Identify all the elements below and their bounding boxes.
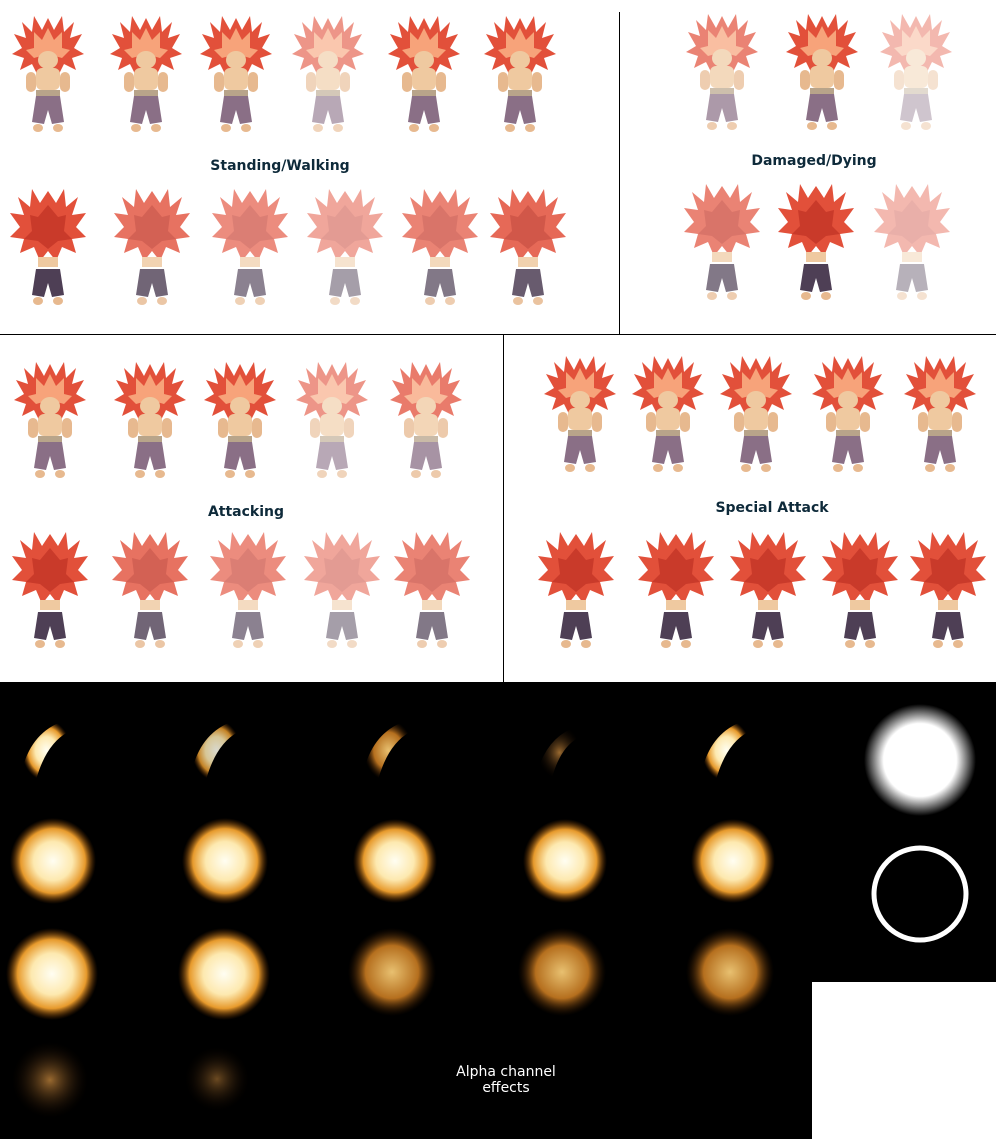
- white-ring: [871, 845, 969, 943]
- fire-slash-5: [702, 720, 751, 781]
- sprite-standing-front-3: [200, 16, 272, 132]
- fireball-row3-4: [518, 928, 606, 1016]
- fireball-row2-1: [10, 818, 96, 904]
- sprite-special-back-1: [538, 532, 614, 648]
- sprite-special-back-3: [730, 532, 806, 648]
- sprite-damaged-back-2: [778, 184, 854, 300]
- white-glow-disc: [864, 704, 976, 816]
- sprite-standing-back-4: [307, 189, 383, 305]
- sprite-standing-back-6: [490, 189, 566, 305]
- sprite-special-back-2: [638, 532, 714, 648]
- alpha-channel-label: Alpha channel effects: [416, 1064, 596, 1096]
- sprite-damaged-back-1: [684, 184, 760, 300]
- sprite-special-front-4: [812, 356, 884, 472]
- sprite-damaged-front-3: [880, 14, 952, 130]
- fireball-row2-2: [182, 818, 268, 904]
- sprite-attack-back-1: [12, 532, 88, 648]
- divider-mid: [0, 334, 996, 335]
- sprite-special-front-5: [904, 356, 976, 472]
- sprite-standing-front-2: [110, 16, 182, 132]
- fire-slash-3: [364, 720, 413, 781]
- fire-slash-2: [192, 720, 241, 781]
- sprite-damaged-front-1: [686, 14, 758, 130]
- fire-slash-4: [538, 726, 581, 779]
- sprite-special-front-3: [720, 356, 792, 472]
- sprite-standing-back-3: [212, 189, 288, 305]
- sprite-attack-front-2: [114, 362, 186, 478]
- sprite-special-back-5: [910, 532, 986, 648]
- sprite-damaged-back-3: [874, 184, 950, 300]
- fireball-row2-5: [691, 819, 775, 903]
- sprite-special-back-4: [822, 532, 898, 648]
- sprite-special-front-2: [632, 356, 704, 472]
- sprite-attack-front-4: [296, 362, 368, 478]
- fireball-row3-2: [178, 928, 270, 1020]
- alpha-effects-panel: [0, 682, 812, 1139]
- sprite-attack-back-4: [304, 532, 380, 648]
- sprite-special-front-1: [544, 356, 616, 472]
- sprite-standing-back-1: [10, 189, 86, 305]
- fire-slash-1: [22, 720, 71, 781]
- sprite-attack-front-1: [14, 362, 86, 478]
- sprite-standing-front-5: [388, 16, 460, 132]
- fireball-row3-5: [686, 928, 774, 1016]
- sprite-attack-back-3: [210, 532, 286, 648]
- fireball-row2-3: [353, 819, 437, 903]
- alpha-label-line1: Alpha channel: [456, 1064, 556, 1080]
- sprite-attack-front-3: [204, 362, 276, 478]
- fireball-row3-1: [6, 928, 98, 1020]
- smoke-puff-1: [12, 1042, 88, 1118]
- divider-mid-vertical: [503, 335, 504, 682]
- divider-top: [619, 12, 620, 334]
- sprite-standing-front-4: [292, 16, 364, 132]
- label-attacking: Attacking: [207, 504, 285, 520]
- sprite-standing-back-5: [402, 189, 478, 305]
- label-standing-walking: Standing/Walking: [210, 158, 350, 174]
- fireball-row3-3: [348, 928, 436, 1016]
- sprite-standing-front-1: [12, 16, 84, 132]
- sprite-standing-front-6: [484, 16, 556, 132]
- sprite-attack-front-5: [390, 362, 462, 478]
- label-damaged-dying: Damaged/Dying: [751, 153, 877, 169]
- label-special-attack: Special Attack: [715, 500, 829, 516]
- sprite-attack-back-5: [394, 532, 470, 648]
- sprite-attack-back-2: [112, 532, 188, 648]
- sprite-damaged-front-2: [786, 14, 858, 130]
- alpha-label-line2: effects: [482, 1080, 530, 1096]
- smoke-puff-2: [185, 1047, 249, 1111]
- fireball-row2-4: [523, 819, 607, 903]
- sprite-standing-back-2: [114, 189, 190, 305]
